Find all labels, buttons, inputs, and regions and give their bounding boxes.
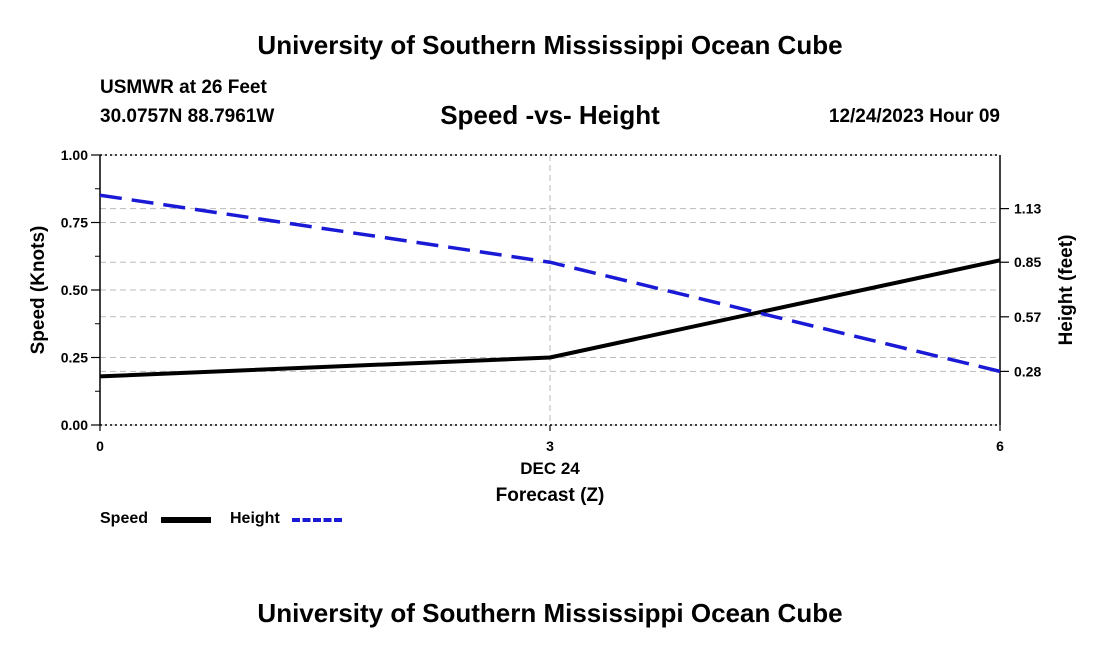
- y-tick-label: 0.50: [61, 282, 88, 298]
- legend-speed-label: Speed: [100, 510, 149, 527]
- x-tick-label: 6: [996, 438, 1004, 454]
- legend-height-swatch: [292, 518, 342, 522]
- x-tick-label: 0: [96, 438, 104, 454]
- page-title: University of Southern Mississippi Ocean…: [257, 30, 843, 60]
- legend-speed-swatch: [161, 517, 211, 523]
- forecast-datetime: 12/24/2023 Hour 09: [828, 106, 1000, 127]
- y-tick-label: 0.75: [61, 215, 88, 231]
- x-tick-label: 3: [546, 438, 554, 454]
- y-tick-label: 1.00: [61, 147, 88, 163]
- y-tick-label: 0.25: [61, 350, 88, 366]
- footer-title: University of Southern Mississippi Ocean…: [257, 598, 843, 628]
- station-coordinates: 30.0757N 88.7961W: [100, 106, 275, 127]
- legend-height-label: Height: [230, 510, 280, 527]
- y2-axis-title: Height (feet): [1056, 235, 1077, 346]
- y2-tick-label: 0.28: [1014, 363, 1041, 379]
- series-line-height: [99, 193, 1001, 374]
- y-tick-label: 0.00: [61, 417, 88, 433]
- chart-title: Speed -vs- Height: [440, 100, 660, 130]
- series-line-speed: [99, 258, 1001, 379]
- y2-tick-label: 1.13: [1014, 201, 1041, 217]
- x-date-label: DEC 24: [520, 459, 580, 478]
- y2-tick-label: 0.85: [1014, 254, 1041, 270]
- station-name: USMWR at 26 Feet: [100, 77, 267, 98]
- y2-tick-label: 0.57: [1014, 309, 1041, 325]
- x-axis-title: Forecast (Z): [496, 485, 605, 506]
- y-axis-title: Speed (Knots): [28, 226, 49, 355]
